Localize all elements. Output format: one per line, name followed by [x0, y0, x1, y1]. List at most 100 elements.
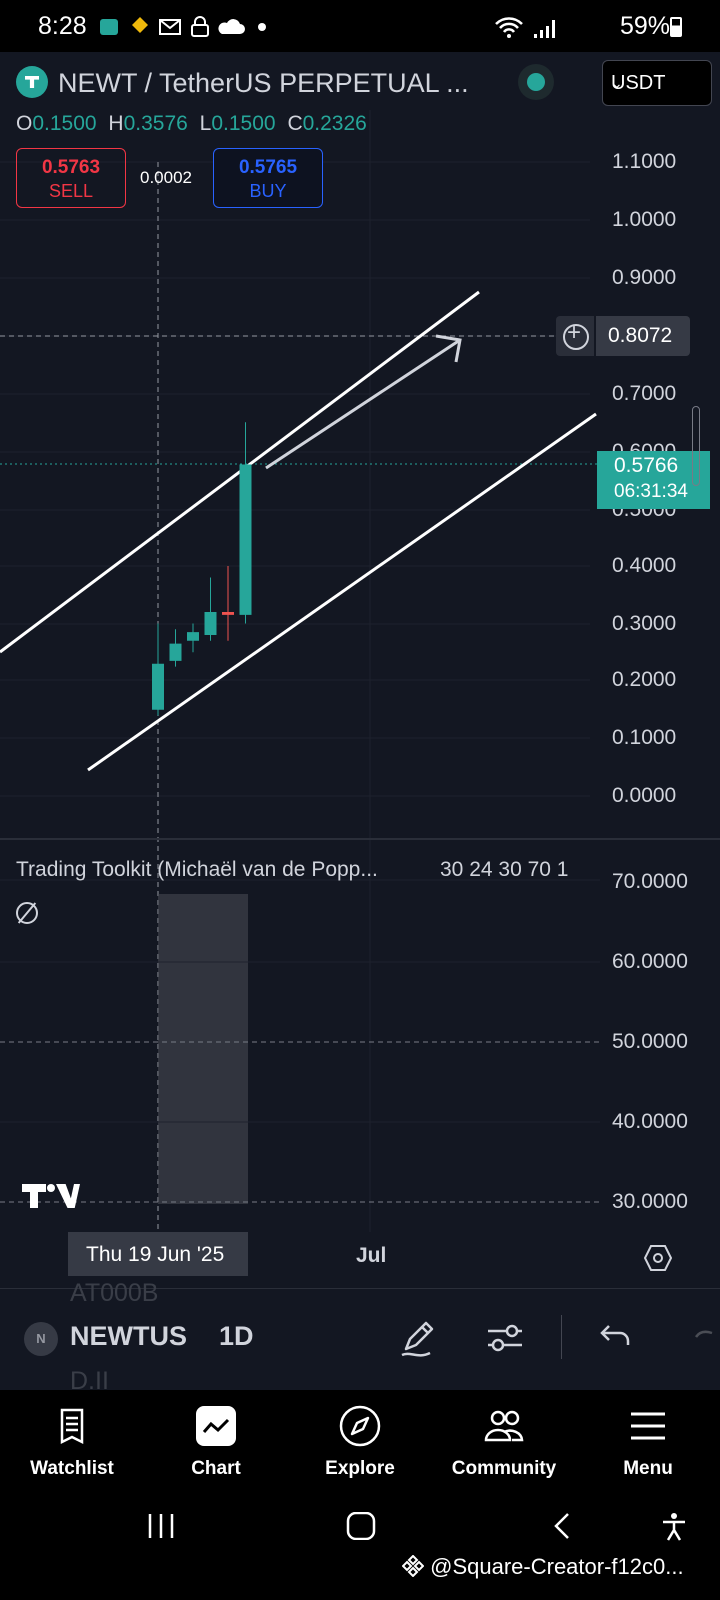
add-alert-icon[interactable] [556, 316, 594, 356]
system-nav-bar: @Square-Creator-f12c0... [0, 1500, 720, 1600]
price-tick: 1.1000 [612, 150, 677, 173]
nav-label: Chart [191, 1458, 241, 1479]
nav-community[interactable]: Community [432, 1390, 576, 1500]
high-label: H [108, 112, 124, 135]
status-time: 8:28 [38, 12, 87, 40]
pane-divider[interactable] [0, 838, 720, 840]
price-tick: 0.2000 [612, 668, 677, 691]
crosshair-price-value: 0.8072 [596, 316, 690, 356]
symbol-title[interactable]: NEWT / TetherUS PERPETUAL ... [58, 68, 469, 98]
currency-select[interactable]: USDT ⌄ [602, 60, 712, 106]
chart-icon [196, 1406, 236, 1446]
chart-canvas[interactable] [0, 52, 720, 1390]
last-price-badge: 0.5766 06:31:34 [597, 451, 710, 509]
time-tick: Jul [356, 1244, 387, 1267]
candle-body [169, 643, 182, 661]
last-price-value: 0.5766 [614, 454, 679, 477]
price-tick: 1.0000 [612, 208, 677, 231]
channel-lower-line [87, 412, 597, 772]
close-label: C [287, 112, 303, 135]
indicator-tick: 30.0000 [612, 1190, 688, 1213]
indicator-grid [0, 879, 600, 1123]
nav-label: Watchlist [30, 1458, 114, 1479]
sell-button[interactable]: 0.5763 SELL [16, 148, 126, 208]
signal-icon [534, 20, 555, 38]
indicator-tick: 40.0000 [612, 1110, 688, 1133]
cloud-icon [218, 19, 245, 34]
crosshair-date-label: Thu 19 Jun '25 [68, 1232, 248, 1276]
indicator-tick: 70.0000 [612, 870, 688, 893]
candle-body [152, 663, 164, 710]
scale-handle[interactable] [692, 406, 700, 486]
nav-menu[interactable]: Menu [576, 1390, 720, 1500]
buy-price: 0.5765 [238, 157, 298, 178]
lock-icon [191, 24, 209, 37]
eye-off-icon[interactable] [16, 902, 38, 924]
watermark-label: @Square-Creator-f12c0... [430, 1554, 684, 1579]
chart-app: NEWT / TetherUS PERPETUAL ... USDT ⌄ O0.… [0, 52, 720, 1395]
buy-button[interactable]: 0.5765 BUY [213, 148, 323, 208]
indicators-settings-icon[interactable] [482, 1315, 528, 1361]
bottom-nav: Watchlist Chart Explore Community Menu [0, 1390, 720, 1500]
indicator-params: 30 24 30 70 1 [440, 858, 569, 881]
price-tick: 0.1000 [612, 726, 677, 749]
price-tick: 0.4000 [612, 554, 677, 577]
ohlc-legend: O0.1500 H0.3576 L0.1500 C0.2326 [16, 112, 367, 136]
indicator-title[interactable]: Trading Toolkit (Michaël van de Popp... [16, 858, 378, 881]
nav-label: Explore [325, 1458, 395, 1479]
high-value: 0.3576 [123, 112, 188, 135]
chart-toolbar: AT000B D.II N NEWTUS 1D [0, 1279, 720, 1395]
system-icons [494, 16, 570, 45]
open-value: 0.1500 [32, 112, 97, 135]
gmail-icon [159, 19, 181, 35]
accessibility-icon[interactable] [660, 1512, 688, 1542]
recent-apps-icon[interactable] [146, 1512, 176, 1540]
nav-explore[interactable]: Explore [288, 1390, 432, 1500]
price-tick: 0.9000 [612, 266, 677, 289]
battery-percent: 59% [619, 12, 670, 40]
sell-price: 0.5763 [41, 157, 101, 178]
tradingview-logo-icon [22, 1182, 80, 1210]
candle-body [222, 612, 234, 615]
watchlist-icon [60, 1408, 84, 1445]
home-icon[interactable] [346, 1512, 376, 1540]
chevron-down-icon: ⌄ [611, 75, 623, 91]
price-grid [0, 110, 590, 1232]
redo-icon[interactable] [676, 1315, 720, 1361]
price-tick: 0.3000 [612, 612, 677, 635]
nav-label: Community [451, 1458, 557, 1479]
indicator-highlight [158, 894, 248, 1204]
interval-button[interactable]: 1D [219, 1321, 254, 1351]
undo-icon[interactable] [592, 1315, 638, 1361]
open-label: O [16, 112, 33, 135]
chart-settings-icon[interactable] [644, 1244, 672, 1272]
low-label: L [199, 112, 212, 135]
close-value: 0.2326 [302, 112, 367, 135]
sell-label: SELL [48, 181, 94, 201]
ghost-text: AT000B [70, 1279, 159, 1307]
binance-icon [132, 17, 148, 33]
candle-body [239, 464, 252, 615]
drawing-tools-icon[interactable] [396, 1315, 442, 1361]
indicator-tick: 50.0000 [612, 1030, 688, 1053]
nav-chart[interactable]: Chart [144, 1390, 288, 1500]
menu-icon [631, 1412, 665, 1440]
symbol-button[interactable]: NEWTUS [70, 1321, 187, 1351]
spread-value: 0.0002 [140, 168, 192, 187]
dot-icon [258, 23, 266, 31]
nav-watchlist[interactable]: Watchlist [0, 1390, 144, 1500]
candle-body [187, 632, 199, 641]
wifi-icon [495, 17, 523, 33]
projection-arrow [265, 334, 462, 470]
candle-body [204, 612, 217, 635]
price-tick: 0.0000 [612, 784, 677, 807]
binance-watermark-icon [401, 1554, 425, 1578]
back-icon[interactable] [552, 1512, 572, 1540]
notification-icons [100, 15, 270, 44]
currency-value: USDT [611, 72, 666, 94]
app-icon [100, 19, 118, 35]
candles-group [152, 422, 252, 716]
buy-label: BUY [249, 181, 287, 201]
market-status-icon[interactable] [518, 64, 554, 100]
symbol-avatar: N [24, 1322, 58, 1356]
